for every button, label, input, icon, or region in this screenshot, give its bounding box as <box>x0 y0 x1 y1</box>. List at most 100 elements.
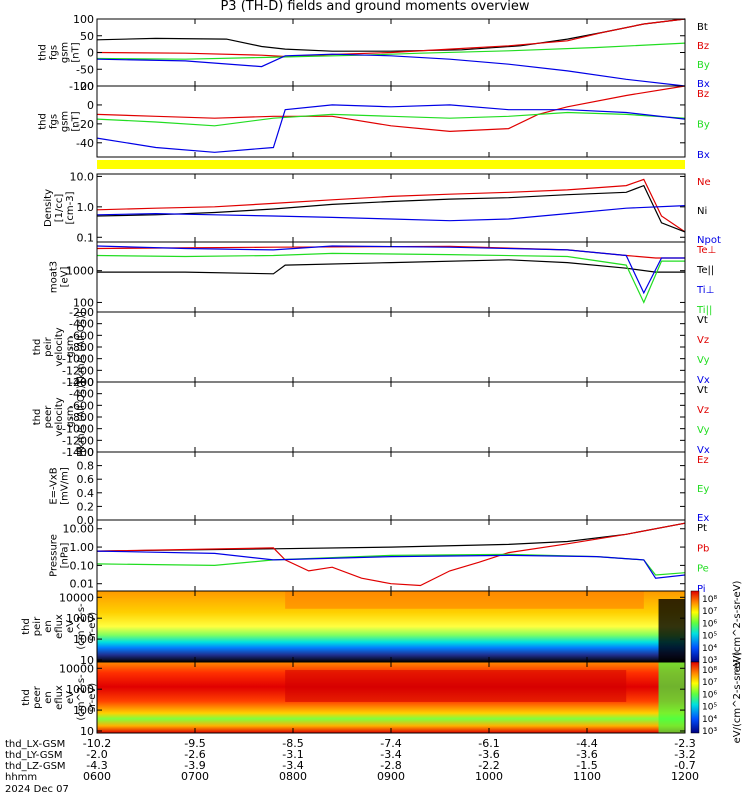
y-axis-label: gsm <box>60 111 71 132</box>
panel-frame <box>96 85 686 158</box>
x-tick-label: -3.4 <box>380 748 401 761</box>
legend-label-0: Vt <box>697 385 708 396</box>
y-tick-label: 0.0 <box>77 514 95 527</box>
x-tick-label: -7.4 <box>380 737 401 750</box>
y-tick-label: -20 <box>76 118 94 131</box>
colorbar-tick-label: 10⁵ <box>702 703 717 713</box>
y-axis-label: moat3 <box>49 261 60 293</box>
panel-peir_eflux <box>96 590 700 663</box>
y-axis-label: eV <box>65 691 76 704</box>
y-axis-label: (cm^2-s- <box>76 603 87 650</box>
colorbar-label: eV/(cm^2-s-sr-eV) <box>732 580 743 672</box>
x-tick-label: 1100 <box>573 770 601 783</box>
panel-fgs_gsm_full <box>96 18 686 87</box>
series-line-Bz <box>96 18 686 58</box>
legend-label-2: Vy <box>697 355 710 366</box>
x-row-label: hhmm <box>5 772 37 783</box>
x-tick-label: -3.6 <box>576 748 597 761</box>
x-tick-label: 0800 <box>279 770 307 783</box>
x-tick-label: 0600 <box>83 770 111 783</box>
y-tick-label: 1000 <box>66 683 94 696</box>
y-tick-label: 10 <box>80 654 94 667</box>
y-axis-label: E=-VxB <box>49 467 60 504</box>
series-line-Pt <box>96 522 686 552</box>
y-tick-label: -1200 <box>62 364 94 377</box>
y-axis-label: [nT] <box>71 42 82 62</box>
x-tick-label: 0700 <box>181 770 209 783</box>
y-tick-label: -200 <box>69 376 94 389</box>
y-tick-label: -100 <box>69 80 94 93</box>
y-axis-label: gsm <box>65 406 76 427</box>
chart-title: P3 (TH-D) fields and ground moments over… <box>220 0 530 14</box>
x-tick-label: -4.3 <box>86 759 107 772</box>
panel-frame <box>96 381 686 453</box>
y-axis-label: thd <box>21 689 32 706</box>
x-tick-label: -2.6 <box>184 748 205 761</box>
y-tick-label: 10 <box>80 725 94 738</box>
y-tick-label: -200 <box>69 306 94 319</box>
y-tick-label: 1.00 <box>70 541 95 554</box>
series-line-Ni <box>96 184 686 233</box>
y-tick-label: 1.0 <box>77 201 95 214</box>
y-axis-label: [km/s (All Qs)] <box>76 381 87 453</box>
y-tick-label: -800 <box>69 411 94 424</box>
legend-label-2: Npot <box>697 235 721 246</box>
colorbar-tick-label: 10⁷ <box>702 607 717 617</box>
y-tick-label: -600 <box>69 329 94 342</box>
colorbar-tick-label: 10⁶ <box>702 690 717 700</box>
colorbar-tick-label: 10⁶ <box>702 619 717 629</box>
y-tick-label: -1000 <box>62 423 94 436</box>
panel-density <box>96 173 686 243</box>
y-tick-label: -400 <box>69 318 94 331</box>
x-tick-label: -9.5 <box>184 737 205 750</box>
colorbar-tick-label: 10⁸ <box>702 595 717 605</box>
heatmap-gap <box>658 662 685 733</box>
series-line-Ne <box>96 178 686 233</box>
legend-label-3: Ti|| <box>696 305 712 316</box>
series-line-Ti⊥ <box>96 245 685 295</box>
series-line-Pe <box>96 553 686 576</box>
heatmap-gap <box>658 599 685 662</box>
legend-label-2: By <box>697 60 710 71</box>
x-tick-label: -3.4 <box>282 759 303 772</box>
panel-frame <box>96 311 686 383</box>
panel-peer_eflux <box>96 661 700 734</box>
x-tick-label: -2.0 <box>86 748 107 761</box>
y-axis-label: eflux <box>54 685 65 710</box>
y-tick-label: 10000 <box>59 662 94 675</box>
y-axis-label: [eV] <box>60 267 71 288</box>
y-axis-label: peir <box>43 336 54 356</box>
series-line-Npot <box>96 205 686 222</box>
x-tick-label: -4.4 <box>576 737 597 750</box>
y-axis-label: peer <box>43 405 54 429</box>
y-tick-label: -50 <box>76 63 94 76</box>
y-tick-label: 0 <box>87 47 94 60</box>
x-tick-label: 0900 <box>377 770 405 783</box>
series-line-Bx <box>96 53 686 87</box>
legend-label-3: Vx <box>697 375 710 386</box>
y-tick-label: 10000 <box>59 591 94 604</box>
x-tick-label: 1000 <box>475 770 503 783</box>
heatmap-band <box>285 670 627 702</box>
flag-bar <box>97 160 685 169</box>
y-axis-label: sr-eV) <box>87 612 98 641</box>
y-axis-label: thd <box>38 113 49 130</box>
x-row-label: thd_LY-GSM <box>5 750 62 761</box>
y-axis-label: en <box>43 620 54 633</box>
legend-label-2: Vy <box>697 425 710 436</box>
colorbar <box>690 661 700 734</box>
legend-label-0: Ne <box>697 177 711 188</box>
y-axis-label: velocity <box>54 397 65 436</box>
panel-peer_velocity <box>96 381 686 453</box>
y-tick-label: -600 <box>69 399 94 412</box>
colorbar-tick-label: 10⁷ <box>702 678 717 688</box>
y-tick-label: 0.01 <box>70 578 95 591</box>
legend-label-1: By <box>697 120 710 131</box>
panel-fgs_gsm_zoom <box>96 85 686 158</box>
y-tick-label: 100 <box>73 633 94 646</box>
y-tick-label: 100 <box>73 704 94 717</box>
y-tick-label: -1400 <box>62 446 94 459</box>
y-tick-label: -800 <box>69 341 94 354</box>
legend-label-0: Ez <box>697 455 709 466</box>
x-tick-label: -2.8 <box>380 759 401 772</box>
